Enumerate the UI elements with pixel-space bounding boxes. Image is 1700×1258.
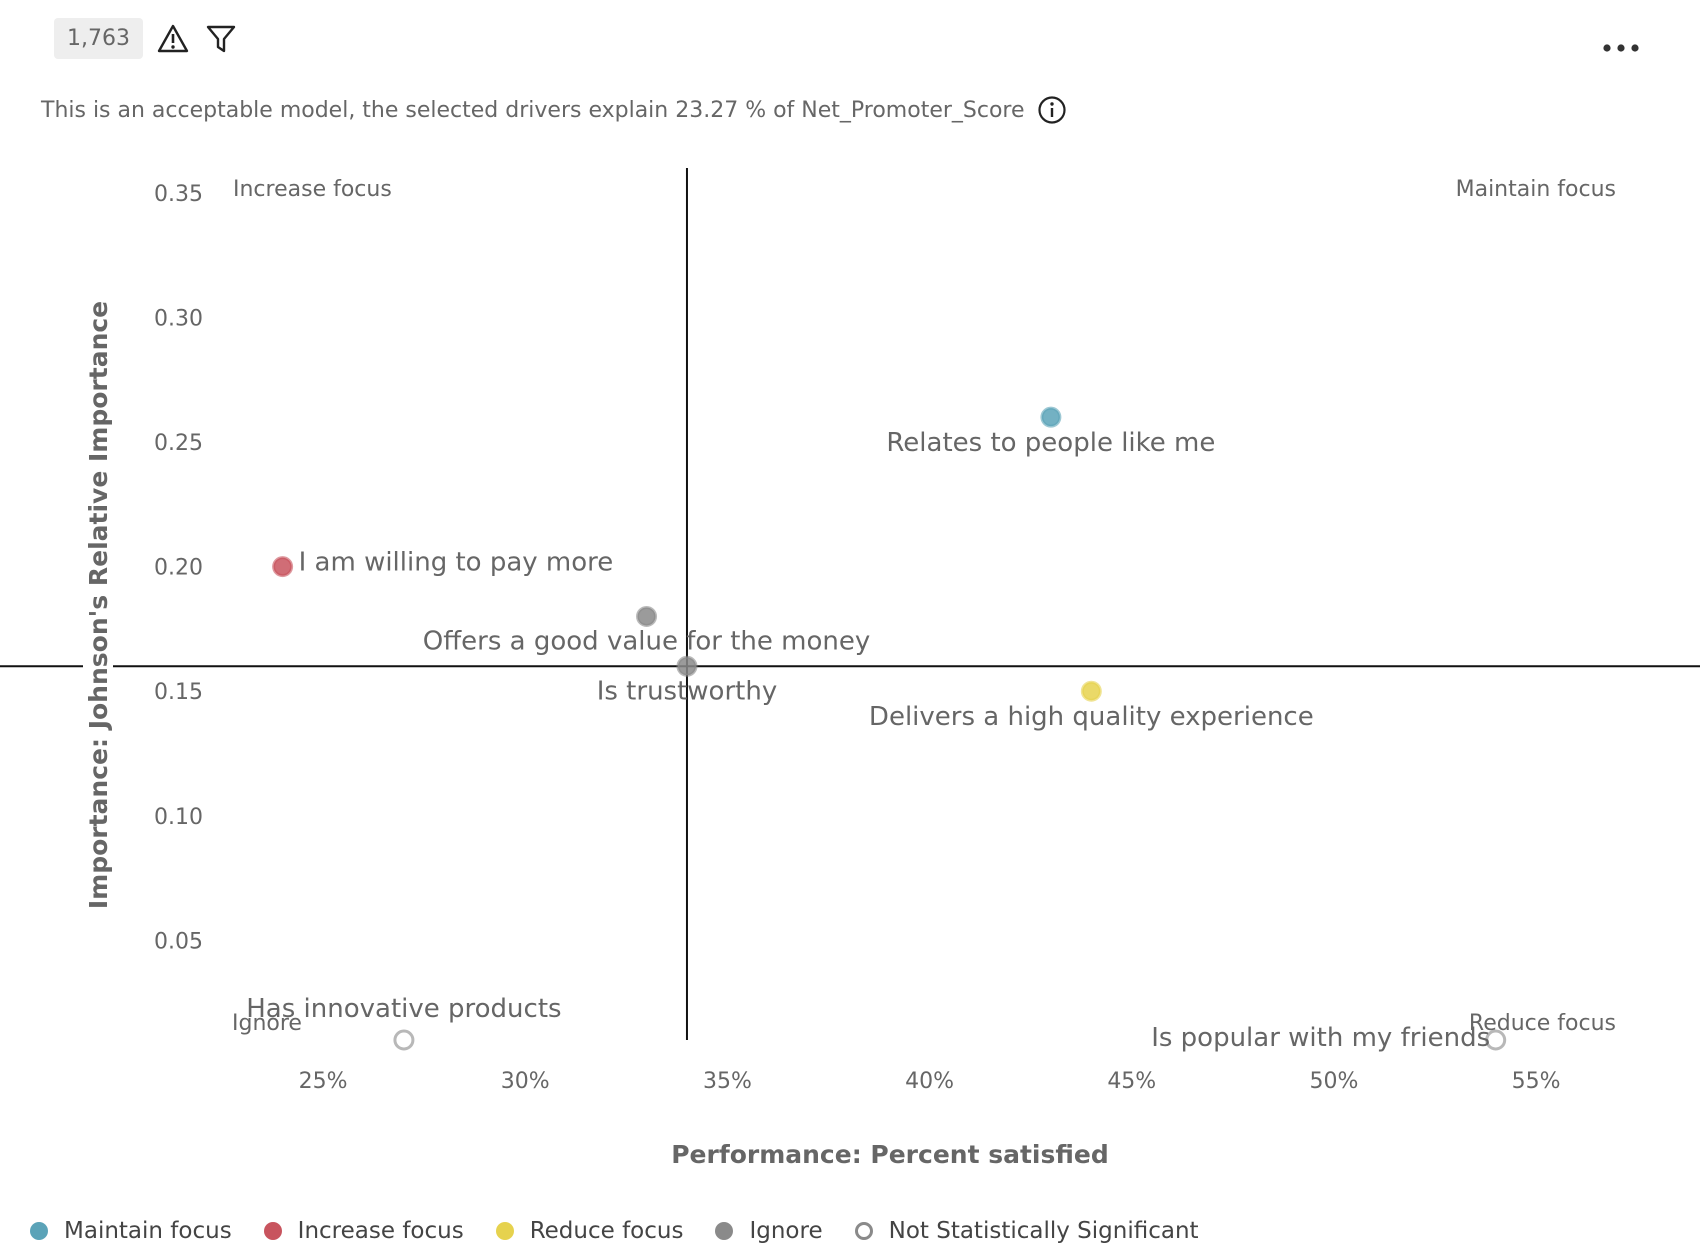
data-point-label: I am willing to pay more — [299, 548, 614, 578]
legend-swatch — [30, 1222, 48, 1240]
legend-label: Increase focus — [297, 1218, 464, 1244]
y-tick-label: 0.20 — [154, 556, 203, 581]
x-axis-title: Performance: Percent satisfied — [671, 1140, 1109, 1169]
y-tick-label: 0.15 — [154, 680, 203, 705]
legend-item[interactable]: Maintain focus — [30, 1218, 232, 1244]
warning-icon[interactable] — [155, 21, 191, 57]
x-tick-label: 30% — [501, 1069, 550, 1094]
model-summary-text: This is an acceptable model, the selecte… — [41, 97, 1025, 123]
y-axis-title-background — [83, 300, 113, 905]
legend-item[interactable]: Reduce focus — [495, 1218, 684, 1244]
info-icon[interactable] — [1037, 95, 1067, 125]
y-tick-label: 0.35 — [154, 182, 203, 207]
legend-label: Maintain focus — [64, 1218, 232, 1244]
legend-swatch — [495, 1222, 514, 1240]
data-point — [1080, 680, 1102, 702]
x-tick-label: 35% — [703, 1069, 752, 1094]
y-tick-label: 0.25 — [154, 431, 203, 456]
response-count-badge[interactable]: 1,763 — [54, 18, 143, 59]
y-tick-label: 0.05 — [154, 929, 203, 954]
quadrant-label-ignore: Ignore — [232, 1011, 302, 1036]
legend-item[interactable]: Increase focus — [263, 1218, 464, 1244]
data-point-label: Is popular with my friends — [1151, 1023, 1490, 1053]
data-point-label: Is trustworthy — [597, 676, 778, 706]
widget-toolbar: 1,763 — [54, 18, 239, 59]
y-tick-label: 0.10 — [154, 805, 203, 830]
data-point — [636, 605, 658, 627]
data-point — [1040, 406, 1062, 428]
legend-swatch — [854, 1222, 873, 1240]
data-point-label: Relates to people like me — [886, 428, 1215, 458]
legend-swatch — [263, 1222, 282, 1240]
data-point — [393, 1029, 415, 1051]
legend-swatch — [715, 1222, 734, 1240]
more-options-icon[interactable] — [1600, 28, 1642, 68]
data-point-label: Offers a good value for the money — [423, 626, 870, 656]
x-tick-label: 40% — [905, 1069, 954, 1094]
data-point-label: Delivers a high quality experience — [869, 702, 1314, 732]
legend-label: Ignore — [749, 1218, 823, 1244]
legend-item[interactable]: Not Statistically Significant — [854, 1218, 1199, 1244]
y-tick-label: 0.30 — [154, 306, 203, 331]
data-point — [676, 655, 698, 677]
legend-label: Not Statistically Significant — [888, 1218, 1199, 1244]
x-tick-label: 45% — [1107, 1069, 1156, 1094]
chart-legend: Maintain focus Increase focus Reduce focus… — [30, 1218, 1199, 1244]
y-axis-title: Importance: Johnson's Relative Importanc… — [84, 301, 113, 909]
data-point — [1485, 1029, 1507, 1051]
filter-icon[interactable] — [203, 21, 239, 57]
x-tick-label: 25% — [299, 1069, 348, 1094]
quadrant-label-maintain-focus: Maintain focus — [1456, 177, 1616, 202]
x-tick-label: 50% — [1309, 1069, 1358, 1094]
data-point-label: Has innovative products — [246, 994, 561, 1024]
legend-item[interactable]: Ignore — [715, 1218, 823, 1244]
legend-label: Reduce focus — [529, 1218, 684, 1244]
quadrant-label-increase-focus: Increase focus — [233, 177, 392, 202]
data-point — [272, 556, 294, 578]
x-tick-label: 55% — [1512, 1069, 1561, 1094]
model-summary: This is an acceptable model, the selecte… — [41, 95, 1067, 125]
